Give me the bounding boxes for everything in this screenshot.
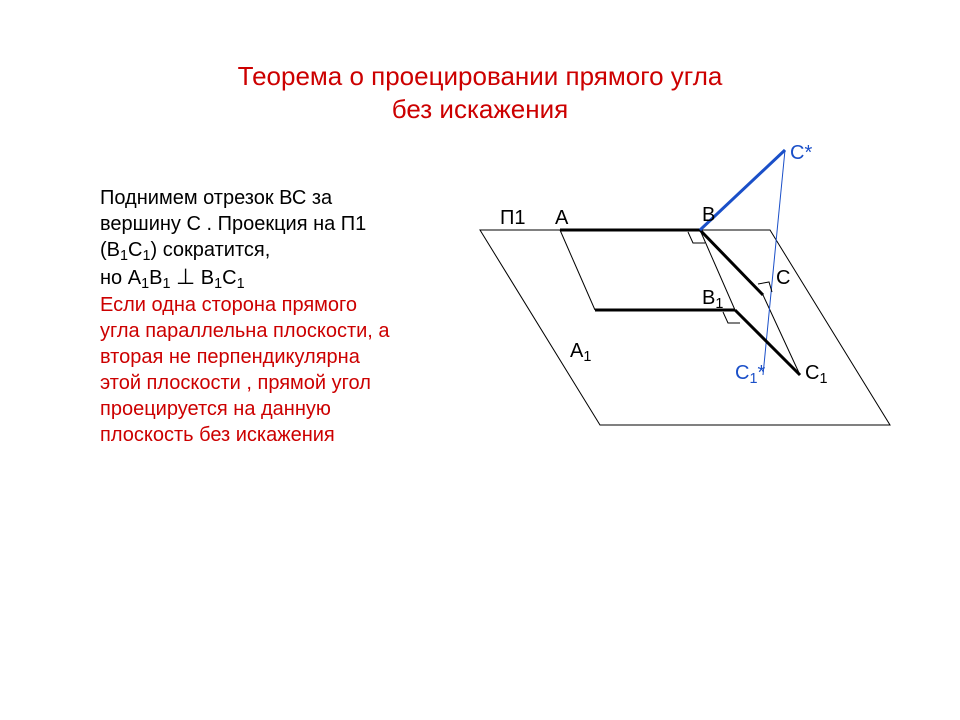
- p-l7: вторая не перпендикулярна: [100, 346, 360, 368]
- label-C: С: [776, 267, 790, 290]
- label-C1star: С1*: [735, 362, 765, 385]
- p-l5: Если одна сторона прямого: [100, 294, 357, 316]
- label-B1: В1: [702, 287, 723, 310]
- label-Cstar: С*: [790, 142, 812, 165]
- projection-diagram: П1 А В С А1 В1 С1 С* С1*: [440, 130, 920, 435]
- p-l4d: С: [222, 267, 236, 289]
- p-l4s1: 1: [141, 276, 149, 292]
- p-l4a: но А: [100, 267, 141, 289]
- p-l4c: В: [195, 267, 214, 289]
- p-l3b: ) сократится,: [150, 239, 270, 261]
- label-A1: А1: [570, 340, 591, 363]
- diagram-labels: П1 А В С А1 В1 С1 С* С1*: [440, 130, 920, 430]
- p-l4s4: 1: [237, 276, 245, 292]
- p-l4s2: 1: [162, 276, 170, 292]
- p-l6: угла параллельна плоскости, а: [100, 320, 390, 342]
- p-l3a: (В: [100, 239, 120, 261]
- p-l10: плоскость без искажения: [100, 424, 335, 446]
- p-l3s1: 1: [120, 248, 128, 264]
- label-C1: С1: [805, 362, 827, 385]
- p-l4s3: 1: [214, 276, 222, 292]
- p-l4b: В: [149, 267, 162, 289]
- p-l9: проецируется на данную: [100, 398, 331, 420]
- title-line-1: Теорема о проецировании прямого угла: [238, 61, 723, 91]
- label-B: В: [702, 204, 715, 227]
- p-l1: Поднимем отрезок ВС за: [100, 187, 332, 209]
- p-l3s2: 1: [142, 248, 150, 264]
- p-l2: вершину С . Проекция на П1: [100, 213, 366, 235]
- label-A: А: [555, 207, 568, 230]
- perp-symbol: ⊥: [176, 264, 195, 289]
- p-l8: этой плоскости , прямой угол: [100, 372, 371, 394]
- title-line-2: без искажения: [392, 94, 568, 124]
- theorem-text: Поднимем отрезок ВС за вершину С . Проек…: [100, 185, 420, 448]
- label-P1: П1: [500, 207, 526, 230]
- p-l3m: С: [128, 239, 142, 261]
- page-title: Теорема о проецировании прямого угла без…: [0, 0, 960, 125]
